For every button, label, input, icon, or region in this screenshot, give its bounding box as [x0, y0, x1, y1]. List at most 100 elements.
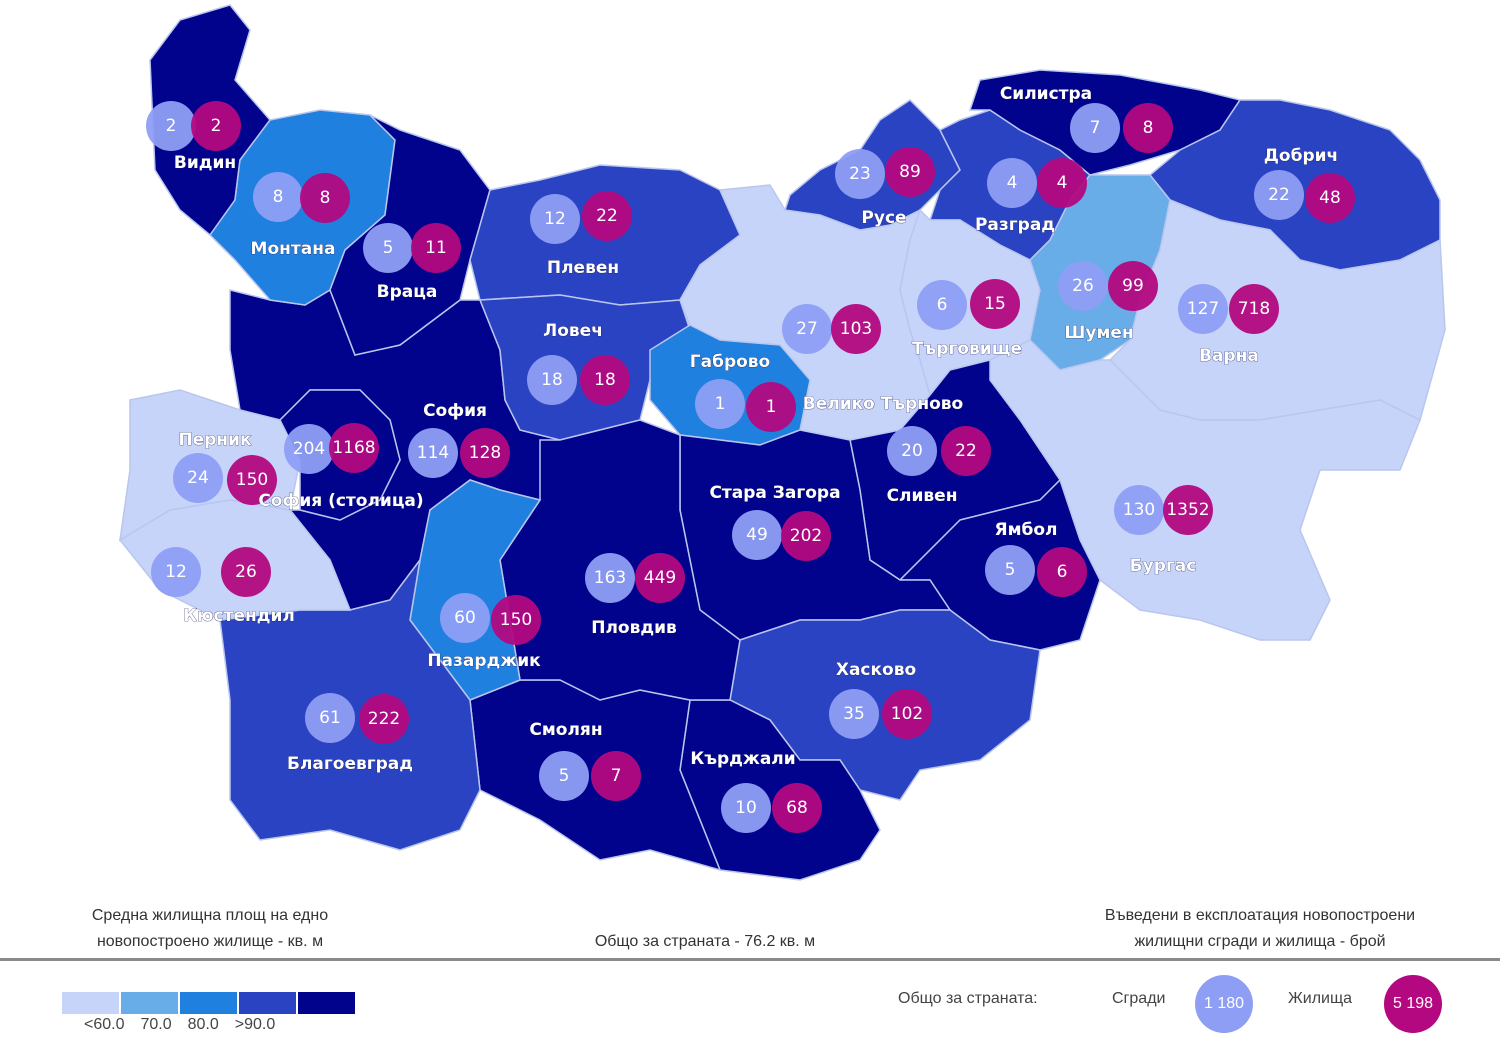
buildings-circle	[1058, 261, 1108, 311]
buildings-circle	[829, 689, 879, 739]
buildings-count: 27	[796, 319, 818, 339]
count-legend-title: Въведени в експлоатация новопостроени жи…	[1040, 903, 1480, 955]
dwellings-circle	[1037, 158, 1087, 208]
dwellings-count: 18	[594, 370, 616, 390]
region-label: Търговище	[912, 339, 1022, 359]
region-label: Русе	[861, 208, 906, 228]
region-label: Ловеч	[543, 321, 603, 341]
region-label: Смолян	[529, 720, 602, 740]
dwellings-circle	[491, 595, 541, 645]
region-label: Видин	[174, 153, 236, 173]
legend-swatch	[121, 992, 178, 1014]
region-label: Ямбол	[995, 520, 1058, 540]
buildings-count: 4	[1007, 173, 1018, 193]
dwellings-circle	[1037, 547, 1087, 597]
area-legend-title-line1: Средна жилищна площ на едно	[91, 907, 329, 924]
buildings-count: 35	[843, 704, 865, 724]
dwellings-circle	[1163, 485, 1213, 535]
dwellings-circle	[582, 191, 632, 241]
dwellings-circle	[591, 751, 641, 801]
dwellings-count: 1168	[332, 438, 375, 458]
buildings-circle	[585, 553, 635, 603]
region-label: Шумен	[1064, 323, 1133, 343]
buildings-circle	[527, 355, 577, 405]
buildings-circle	[253, 172, 303, 222]
tick-label: 80.0	[187, 1016, 219, 1033]
dwellings-circle	[227, 455, 277, 505]
buildings-circle	[305, 693, 355, 743]
buildings-circle	[985, 545, 1035, 595]
buildings-count: 8	[273, 187, 284, 207]
dwellings-circle	[772, 783, 822, 833]
region-label: Велико Търново	[803, 394, 963, 414]
dwellings-count: 150	[236, 470, 268, 490]
buildings-circle	[695, 379, 745, 429]
buildings-circle	[987, 158, 1037, 208]
dwellings-circle	[970, 279, 1020, 329]
buildings-count: 10	[735, 798, 757, 818]
buildings-count: 18	[541, 370, 563, 390]
buildings-circle	[284, 424, 334, 474]
dwellings-count: 6	[1057, 562, 1068, 582]
buildings-count: 127	[1187, 299, 1219, 319]
dwellings-circle	[411, 223, 461, 273]
buildings-circle	[721, 783, 771, 833]
buildings-circle	[151, 547, 201, 597]
buildings-count: 5	[383, 238, 394, 258]
dwellings-circle	[300, 173, 350, 223]
region-label: Стара Загора	[709, 483, 840, 503]
buildings-count: 24	[187, 468, 209, 488]
buildings-count: 61	[319, 708, 341, 728]
dwellings-count: 103	[840, 319, 872, 339]
region-label: София (столица)	[258, 491, 423, 511]
buildings-circle	[363, 223, 413, 273]
buildings-count: 23	[849, 164, 871, 184]
buildings-circle	[1254, 170, 1304, 220]
buildings-circle	[146, 101, 196, 151]
buildings-count: 1	[715, 394, 726, 414]
region-label: Добрич	[1264, 146, 1338, 166]
count-legend-title-line1: Въведени в експлоатация новопостроени	[1104, 907, 1416, 924]
dwellings-total-circle: 5 198	[1384, 975, 1442, 1033]
color-scale-ticks: <60.0 70.0 80.0 >90.0	[84, 1016, 275, 1034]
tick-label: >90.0	[234, 1016, 276, 1033]
national-total-label: Общо за страната:	[898, 990, 1038, 1007]
region-area[interactable]	[329, 114, 491, 356]
dwellings-circle	[831, 304, 881, 354]
region-label: Пазарджик	[427, 651, 541, 671]
buildings-circle	[732, 510, 782, 560]
dwellings-count: 22	[596, 206, 618, 226]
dwellings-count: 2	[211, 116, 222, 136]
dwellings-circle	[460, 428, 510, 478]
buildings-circle	[539, 751, 589, 801]
dwellings-circle	[1108, 261, 1158, 311]
dwellings-circle	[746, 382, 796, 432]
dwellings-circle	[941, 426, 991, 476]
buildings-count: 22	[1268, 185, 1290, 205]
dwellings-count: 26	[235, 562, 257, 582]
region-label: Силистра	[1000, 84, 1092, 104]
legend-swatch	[298, 992, 355, 1014]
buildings-count: 12	[165, 562, 187, 582]
legend-swatch	[239, 992, 296, 1014]
legend-swatch	[180, 992, 237, 1014]
dwellings-count: 202	[790, 526, 822, 546]
buildings-count: 204	[293, 439, 325, 459]
buildings-count: 2	[166, 116, 177, 136]
dwellings-count: 8	[1143, 118, 1154, 138]
buildings-count: 20	[901, 441, 923, 461]
dwellings-count: 11	[425, 238, 447, 258]
buildings-label: Сгради	[1112, 990, 1166, 1007]
region-label: Плевен	[547, 258, 619, 278]
buildings-count: 5	[559, 766, 570, 786]
dwellings-count: 89	[899, 162, 921, 182]
dwellings-circle	[359, 694, 409, 744]
buildings-count: 49	[746, 525, 768, 545]
region-label: Благоевград	[287, 754, 413, 774]
dwellings-circle	[1123, 103, 1173, 153]
region-label: Враца	[377, 282, 438, 302]
dwellings-circle	[885, 147, 935, 197]
buildings-circle	[1070, 103, 1120, 153]
